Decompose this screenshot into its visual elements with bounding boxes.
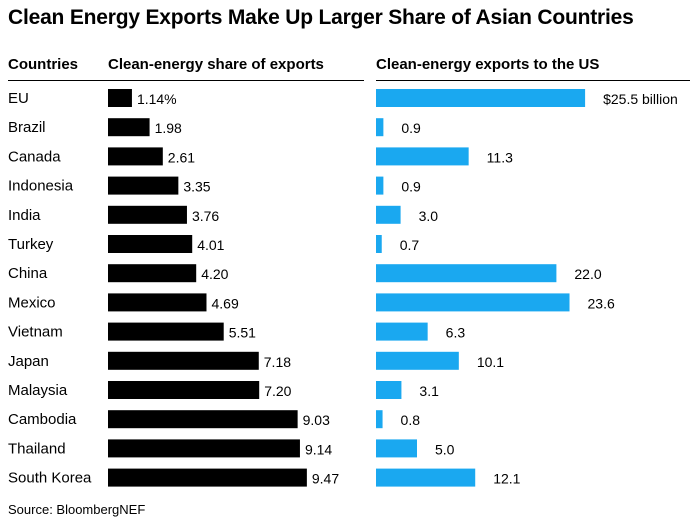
- source-note: Source: BloombergNEF: [8, 502, 146, 517]
- us-bar-thailand: [376, 439, 417, 458]
- us-value-malaysia: 3.1: [419, 383, 439, 399]
- category-label-japan: Japan: [8, 353, 49, 370]
- us-value-brazil: 0.9: [401, 120, 421, 136]
- us-value-south-korea: 12.1: [493, 471, 520, 487]
- category-label-canada: Canada: [8, 148, 61, 165]
- us-bar-malaysia: [376, 381, 402, 399]
- us-value-china: 22.0: [574, 266, 601, 282]
- us-bar-brazil: [376, 118, 384, 137]
- share-bar-south-korea: [108, 468, 307, 487]
- us-value-cambodia: 0.8: [401, 412, 421, 428]
- share-bar-vietnam: [108, 322, 224, 341]
- category-label-china: China: [8, 265, 48, 282]
- us-value-eu: $25.5 billion: [603, 91, 678, 107]
- us-bar-indonesia: [376, 176, 384, 195]
- us-bar-canada: [376, 147, 469, 166]
- share-value-turkey: 4.01: [197, 237, 224, 253]
- us-bar-eu: [376, 89, 586, 107]
- us-value-canada: 11.3: [487, 149, 513, 165]
- category-label-indonesia: Indonesia: [8, 178, 74, 195]
- us-bar-china: [376, 264, 557, 283]
- header-divider-right: [376, 80, 690, 81]
- share-bar-turkey: [108, 235, 193, 253]
- countries-header: Countries: [8, 56, 79, 73]
- us-bar-vietnam: [376, 322, 428, 341]
- category-label-vietnam: Vietnam: [8, 324, 63, 341]
- us-value-turkey: 0.7: [400, 237, 420, 253]
- share-value-south-korea: 9.47: [312, 471, 339, 487]
- share-bar-malaysia: [108, 381, 260, 399]
- category-label-cambodia: Cambodia: [8, 411, 77, 428]
- chart-title: Clean Energy Exports Make Up Larger Shar…: [8, 6, 634, 29]
- share-bar-china: [108, 264, 197, 283]
- share-value-cambodia: 9.03: [303, 412, 330, 428]
- us-value-vietnam: 6.3: [446, 325, 466, 341]
- us-series-header: Clean-energy exports to the US: [376, 56, 600, 73]
- header-divider-left: [8, 80, 364, 81]
- us-bar-south-korea: [376, 468, 476, 487]
- share-value-japan: 7.18: [264, 354, 291, 370]
- share-bar-thailand: [108, 439, 300, 458]
- share-value-malaysia: 7.20: [264, 383, 291, 399]
- share-value-thailand: 9.14: [305, 441, 332, 457]
- category-label-india: India: [8, 207, 41, 224]
- share-value-mexico: 4.69: [211, 295, 238, 311]
- category-label-thailand: Thailand: [8, 440, 66, 457]
- us-value-thailand: 5.0: [435, 441, 455, 457]
- share-bar-brazil: [108, 118, 150, 137]
- share-bar-india: [108, 205, 187, 224]
- us-bar-mexico: [376, 293, 570, 312]
- share-value-brazil: 1.98: [155, 120, 182, 136]
- share-bar-indonesia: [108, 176, 179, 195]
- share-value-china: 4.20: [201, 266, 228, 282]
- us-bar-japan: [376, 351, 459, 370]
- us-bar-cambodia: [376, 410, 383, 429]
- category-label-turkey: Turkey: [8, 236, 54, 253]
- share-series-header: Clean-energy share of exports: [108, 56, 324, 73]
- share-bar-canada: [108, 147, 163, 166]
- share-value-vietnam: 5.51: [229, 325, 256, 341]
- us-bar-turkey: [376, 235, 382, 253]
- share-bar-eu: [108, 89, 132, 107]
- us-value-japan: 10.1: [477, 354, 504, 370]
- category-label-mexico: Mexico: [8, 294, 56, 311]
- us-value-india: 3.0: [419, 208, 439, 224]
- share-value-canada: 2.61: [168, 149, 195, 165]
- share-value-indonesia: 3.35: [183, 179, 210, 195]
- category-label-eu: EU: [8, 90, 29, 107]
- share-bar-mexico: [108, 293, 207, 312]
- category-label-brazil: Brazil: [8, 119, 46, 136]
- category-label-south-korea: South Korea: [8, 470, 92, 487]
- share-bar-japan: [108, 351, 259, 370]
- category-label-malaysia: Malaysia: [8, 382, 68, 399]
- share-value-eu: 1.14%: [137, 91, 177, 107]
- us-value-indonesia: 0.9: [401, 179, 421, 195]
- us-bar-india: [376, 205, 401, 224]
- us-value-mexico: 23.6: [588, 295, 615, 311]
- share-value-india: 3.76: [192, 208, 219, 224]
- share-bar-cambodia: [108, 410, 298, 429]
